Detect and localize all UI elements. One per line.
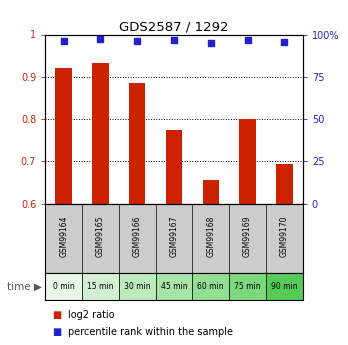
Bar [166,130,182,204]
Text: 75 min: 75 min [234,282,261,291]
Bar [276,164,293,204]
Bar [55,68,72,204]
Bar [45,273,82,300]
Text: 45 min: 45 min [161,282,187,291]
Text: GSM99166: GSM99166 [133,216,142,257]
Bar [229,273,266,300]
Text: log2 ratio: log2 ratio [68,309,114,319]
Bar [266,273,303,300]
Bar [156,273,192,300]
Text: GSM99168: GSM99168 [206,216,215,257]
Text: time ▶: time ▶ [7,282,42,291]
Text: GSM99167: GSM99167 [169,216,179,257]
Bar [82,273,119,300]
Text: ■: ■ [52,309,62,319]
Text: GSM99165: GSM99165 [96,216,105,257]
Text: ■: ■ [52,327,62,337]
Bar [239,119,256,204]
Text: 30 min: 30 min [124,282,151,291]
Text: GSM99170: GSM99170 [280,216,289,257]
Point [245,38,250,43]
Bar [203,180,219,204]
Bar [129,83,145,204]
Point [171,37,177,42]
Text: GSM99164: GSM99164 [59,216,68,257]
Text: 0 min: 0 min [53,282,74,291]
Text: 60 min: 60 min [197,282,224,291]
Text: GSM99169: GSM99169 [243,216,252,257]
Point [61,39,66,44]
Text: 15 min: 15 min [87,282,114,291]
Point [208,40,214,46]
Point [134,38,140,44]
Text: percentile rank within the sample: percentile rank within the sample [68,327,233,337]
Title: GDS2587 / 1292: GDS2587 / 1292 [119,20,229,33]
Bar [192,273,229,300]
Text: 90 min: 90 min [271,282,298,291]
Point [98,36,103,42]
Point [282,39,287,45]
Bar [92,63,109,204]
Bar [119,273,156,300]
